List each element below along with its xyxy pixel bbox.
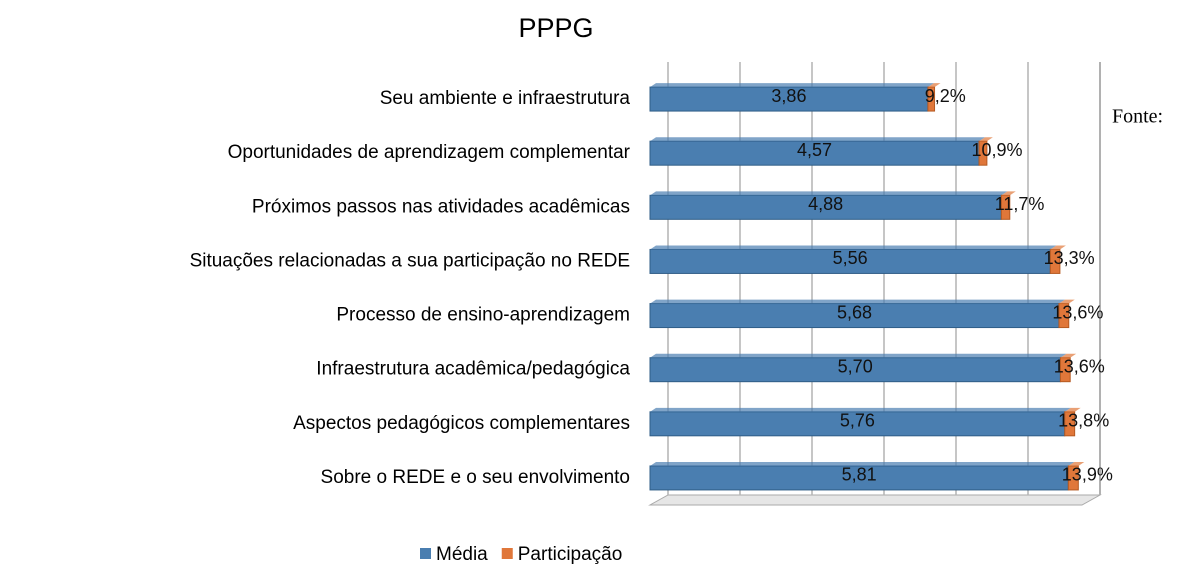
chart-title: PPPG	[518, 13, 593, 43]
bar-top	[650, 461, 1075, 466]
legend-swatch	[501, 548, 513, 559]
value-label: 5,56	[833, 248, 868, 268]
category-label: Infraestrutura acadêmica/pedagógica	[316, 359, 630, 380]
value-label: 13,3%	[1044, 248, 1095, 268]
category-label: Situações relacionadas a sua participaçã…	[190, 250, 630, 271]
bar-top	[1068, 461, 1085, 466]
category-label: Aspectos pedagógicos complementares	[293, 413, 630, 434]
bar-top	[1058, 299, 1075, 304]
value-label: 9,2%	[925, 86, 966, 106]
bar-top	[650, 83, 934, 88]
value-label: 5,68	[837, 302, 872, 322]
bar-top	[1064, 407, 1081, 412]
value-label: 13,9%	[1062, 465, 1113, 485]
bar-top	[650, 245, 1057, 250]
bar-top	[979, 137, 993, 142]
bar-top	[650, 137, 986, 142]
bar-segment	[649, 357, 1061, 383]
value-label: 5,70	[838, 356, 873, 376]
bar-segment	[649, 303, 1060, 329]
legend-label: Participação	[518, 544, 623, 565]
bar-segment	[649, 411, 1066, 437]
legend-label: Média	[436, 544, 488, 565]
bar-top	[650, 353, 1067, 358]
value-label: 13,6%	[1054, 356, 1105, 376]
category-label: Próximos passos nas atividades acadêmica…	[252, 196, 630, 217]
value-label: 11,7%	[995, 194, 1045, 214]
category-label: Sobre o REDE e o seu envolvimento	[321, 467, 630, 488]
value-label: 4,57	[797, 140, 832, 160]
bar-top	[1050, 245, 1066, 250]
value-label: 5,81	[842, 465, 877, 485]
category-label: Seu ambiente e infraestrutura	[380, 88, 631, 109]
annotation: Fonte:	[1112, 106, 1163, 128]
value-label: 13,6%	[1052, 302, 1103, 322]
bar-top	[650, 299, 1065, 304]
bar-segment	[649, 86, 929, 112]
value-label: 3,86	[771, 86, 806, 106]
value-label: 13,8%	[1058, 411, 1109, 431]
bar-top	[650, 191, 1008, 196]
value-label: 5,76	[840, 411, 875, 431]
category-label: Processo de ensino-aprendizagem	[336, 305, 630, 326]
category-label: Oportunidades de aprendizagem complement…	[228, 142, 631, 163]
legend-swatch	[420, 548, 431, 559]
bar-top	[650, 407, 1071, 412]
value-label: 10,9%	[971, 140, 1022, 160]
bar-top	[1001, 191, 1016, 196]
floor	[648, 494, 1102, 506]
bar-top	[927, 83, 941, 88]
bar-top	[1060, 353, 1077, 358]
value-label: 4,88	[808, 194, 843, 214]
